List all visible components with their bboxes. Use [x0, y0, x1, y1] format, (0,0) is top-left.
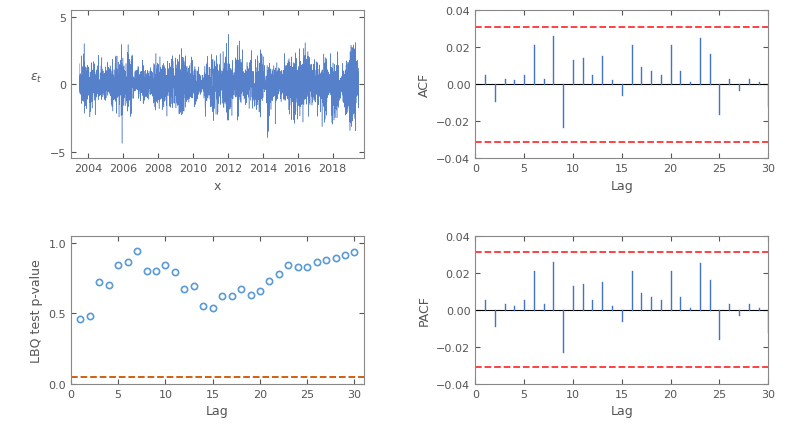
Y-axis label: PACF: PACF [418, 295, 431, 326]
Y-axis label: ACF: ACF [418, 73, 431, 97]
X-axis label: Lag: Lag [611, 179, 634, 192]
X-axis label: Lag: Lag [206, 404, 229, 418]
Y-axis label: $\epsilon_t$: $\epsilon_t$ [30, 72, 42, 85]
X-axis label: Lag: Lag [611, 404, 634, 418]
X-axis label: x: x [214, 179, 221, 192]
Y-axis label: LBQ test p-value: LBQ test p-value [30, 258, 43, 362]
